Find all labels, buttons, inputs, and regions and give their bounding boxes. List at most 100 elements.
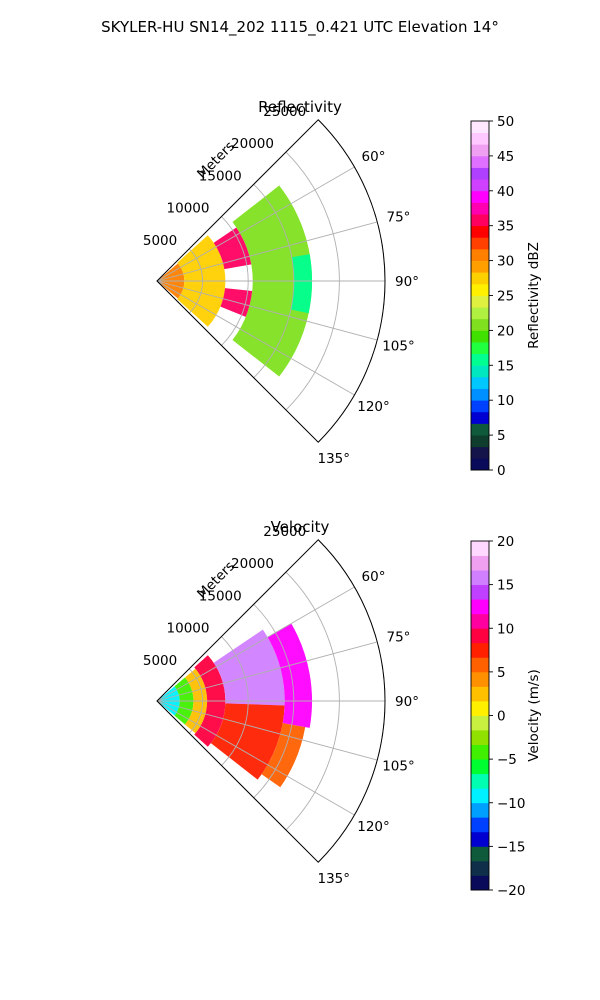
colorbar-segment-9 xyxy=(471,353,489,366)
colorbar-segment-13 xyxy=(471,307,489,320)
colorbar-segment-22 xyxy=(471,202,489,215)
colorbar-tick-label-9: 45 xyxy=(497,149,514,165)
data-region-7 xyxy=(261,723,306,788)
colorbar-segment-10 xyxy=(471,730,489,745)
radial-tick-label-0: 5000 xyxy=(143,233,177,249)
angular-gridline-4 xyxy=(156,280,355,396)
colorbar-segment-16 xyxy=(471,642,489,658)
colorbar-segment-28 xyxy=(471,132,489,145)
colorbar-segment-17 xyxy=(471,260,489,273)
colorbar-tick-label-1: −15 xyxy=(497,839,526,855)
figure-suptitle: SKYLER-HU SN14_202 1115_0.421 UTC Elevat… xyxy=(101,18,499,37)
data-region-5 xyxy=(290,254,313,314)
colorbar-segment-14 xyxy=(471,295,489,308)
colorbar-segment-11 xyxy=(471,330,489,343)
colorbar-segment-3 xyxy=(471,423,489,436)
polar-grid xyxy=(156,539,386,863)
colorbar-tick-label-5: 25 xyxy=(497,289,514,305)
colorbar-segment-17 xyxy=(471,628,489,644)
colorbar-segment-4 xyxy=(471,817,489,833)
colorbar-segment-15 xyxy=(471,657,489,673)
colorbar-tick-label-0: −20 xyxy=(497,883,526,899)
colorbar-tick-label-2: −10 xyxy=(497,796,526,812)
colorbar-segment-22 xyxy=(471,555,489,571)
data-region-group xyxy=(157,623,313,788)
colorbar-segment-12 xyxy=(471,318,489,331)
radial-tick-label-3: 20000 xyxy=(231,556,274,572)
colorbar-tick-label-10: 50 xyxy=(497,114,514,130)
colorbar-tick-label-4: 20 xyxy=(497,323,514,339)
colorbar-segment-5 xyxy=(471,400,489,413)
reflectivity-panel: Reflectivity500010000150002000025000Mete… xyxy=(143,98,542,479)
colorbar-tick-label-8: 40 xyxy=(497,184,514,200)
data-region-6 xyxy=(267,623,313,728)
colorbar-segment-14 xyxy=(471,671,489,687)
angular-tick-label-0: 60° xyxy=(362,569,386,585)
radial-tick-label-2: 15000 xyxy=(199,588,242,604)
colorbar-segment-8 xyxy=(471,365,489,378)
radial-tick-label-2: 15000 xyxy=(199,168,242,184)
angular-gridline-1 xyxy=(156,641,378,702)
colorbar-segment-20 xyxy=(471,584,489,600)
colorbar-segment-23 xyxy=(471,190,489,203)
angular-tick-label-2: 90° xyxy=(395,694,419,710)
colorbar-label: Velocity (m/s) xyxy=(526,669,542,762)
colorbar-segment-2 xyxy=(471,846,489,862)
colorbar-segment-21 xyxy=(471,570,489,586)
panel-title: Velocity xyxy=(271,518,330,536)
angular-gridline-3 xyxy=(156,700,378,761)
colorbar-segment-23 xyxy=(471,541,489,556)
colorbar-segment-12 xyxy=(471,700,489,716)
angular-gridline-0 xyxy=(156,586,355,702)
colorbar-segment-1 xyxy=(471,446,489,459)
colorbar-segment-9 xyxy=(471,744,489,760)
colorbar-segment-11 xyxy=(471,715,489,731)
colorbar-segment-18 xyxy=(471,248,489,261)
radial-tick-label-4: 25000 xyxy=(263,524,306,540)
angular-gridline-3 xyxy=(156,280,378,341)
colorbar: 0 5 10 15 20 25 30 35 40 45 50 Reflectivity dBZ xyxy=(470,114,542,479)
colorbar-label: Reflectivity dBZ xyxy=(526,242,542,349)
colorbar-tick-label-8: 20 xyxy=(497,534,514,550)
angular-tick-label-4: 120° xyxy=(357,399,390,415)
angular-gridline-0 xyxy=(156,166,355,282)
angular-tick-label-5: 135° xyxy=(318,451,351,467)
colorbar-segment-6 xyxy=(471,388,489,401)
colorbar-segment-7 xyxy=(471,376,489,389)
colorbar-segment-0 xyxy=(471,458,489,471)
colorbar-segment-24 xyxy=(471,179,489,192)
data-region-5 xyxy=(210,703,285,780)
colorbar-tick-label-6: 30 xyxy=(497,254,514,270)
colorbar-tick-label-3: −5 xyxy=(497,752,517,768)
colorbar-segment-25 xyxy=(471,167,489,180)
colorbar-segment-8 xyxy=(471,759,489,775)
panel-title: Reflectivity xyxy=(258,98,342,116)
colorbar-tick-label-2: 10 xyxy=(497,393,514,409)
colorbar-segment-16 xyxy=(471,272,489,285)
colorbar-segment-19 xyxy=(471,599,489,615)
colorbar-segment-3 xyxy=(471,831,489,847)
colorbar-segment-10 xyxy=(471,342,489,355)
colorbar-segment-5 xyxy=(471,802,489,818)
colorbar-tick-label-0: 0 xyxy=(497,463,506,479)
colorbar-tick-label-1: 5 xyxy=(497,428,506,444)
angular-tick-label-4: 120° xyxy=(357,819,390,835)
colorbar-tick-label-7: 15 xyxy=(497,578,514,594)
polar-grid xyxy=(156,119,386,443)
angular-tick-label-5: 135° xyxy=(318,871,351,887)
colorbar-segment-26 xyxy=(471,155,489,168)
colorbar: −20 −15 −10 −5 0 5 10 15 20 Velocity (m/s) xyxy=(470,534,542,899)
colorbar-segment-2 xyxy=(471,435,489,448)
angular-tick-label-3: 105° xyxy=(382,339,415,355)
colorbar-segment-21 xyxy=(471,214,489,227)
angular-tick-label-3: 105° xyxy=(382,759,415,775)
colorbar-segment-29 xyxy=(471,121,489,134)
angular-gridline-1 xyxy=(156,221,378,282)
colorbar-segment-18 xyxy=(471,613,489,629)
colorbar-segment-19 xyxy=(471,237,489,250)
radial-tick-label-0: 5000 xyxy=(143,653,177,669)
colorbar-segment-13 xyxy=(471,686,489,702)
radial-tick-label-3: 20000 xyxy=(231,136,274,152)
colorbar-segment-27 xyxy=(471,144,489,157)
